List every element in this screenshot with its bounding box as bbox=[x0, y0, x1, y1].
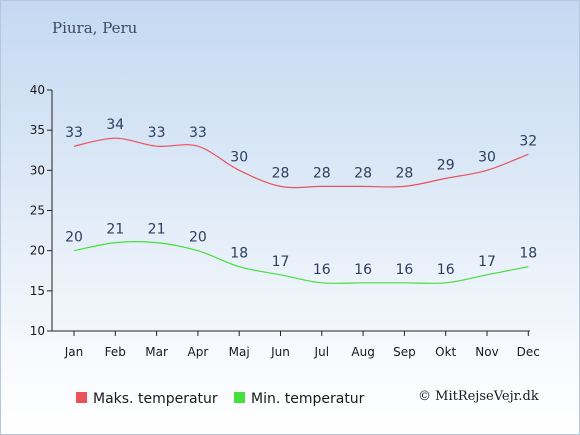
y-tick-label: 20 bbox=[30, 244, 45, 258]
data-label: 16 bbox=[354, 262, 372, 278]
x-tick-label: Mar bbox=[145, 345, 168, 359]
data-label: 30 bbox=[478, 149, 496, 165]
legend-swatch bbox=[76, 392, 87, 403]
copyright-notice: © MitRejseVejr.dk bbox=[418, 389, 539, 404]
data-label: 16 bbox=[395, 262, 413, 278]
x-tick-label: Apr bbox=[188, 345, 209, 359]
data-label: 16 bbox=[313, 262, 331, 278]
data-label: 30 bbox=[230, 149, 248, 165]
data-label: 17 bbox=[478, 254, 496, 270]
data-label: 20 bbox=[189, 230, 207, 246]
series-line-max bbox=[73, 137, 529, 189]
data-label: 21 bbox=[148, 222, 166, 238]
y-tick-label: 25 bbox=[30, 204, 45, 218]
data-label: 29 bbox=[437, 157, 455, 173]
x-tick-label: Jul bbox=[314, 345, 329, 359]
x-tick-label: Okt bbox=[435, 345, 456, 359]
data-label: 28 bbox=[272, 165, 290, 181]
data-label: 16 bbox=[437, 262, 455, 278]
series-line-min bbox=[73, 241, 529, 284]
x-tick-label: Aug bbox=[351, 345, 374, 359]
data-label: 33 bbox=[65, 125, 83, 141]
data-label: 34 bbox=[106, 117, 124, 133]
data-label: 21 bbox=[106, 222, 124, 238]
x-tick-label: Jun bbox=[270, 345, 290, 359]
data-label: 28 bbox=[395, 165, 413, 181]
x-tick-label: Nov bbox=[475, 345, 498, 359]
y-tick-label: 10 bbox=[30, 324, 45, 338]
data-label: 17 bbox=[272, 254, 290, 270]
legend-label: Min. temperatur bbox=[251, 391, 365, 407]
legend-swatch bbox=[234, 392, 245, 403]
y-tick-label: 40 bbox=[30, 83, 45, 97]
data-label: 18 bbox=[230, 246, 248, 262]
data-label: 20 bbox=[65, 230, 83, 246]
x-tick-label: Feb bbox=[105, 345, 126, 359]
x-tick-label: Maj bbox=[229, 345, 250, 359]
legend-label: Maks. temperatur bbox=[93, 391, 218, 407]
x-tick-label: Sep bbox=[393, 345, 416, 359]
y-tick-label: 30 bbox=[30, 163, 45, 177]
data-label: 28 bbox=[354, 165, 372, 181]
y-tick-label: 15 bbox=[30, 284, 45, 298]
y-tick-label: 35 bbox=[30, 123, 45, 137]
data-label: 18 bbox=[519, 246, 537, 262]
data-label: 33 bbox=[148, 125, 166, 141]
x-tick-label: Dec bbox=[517, 345, 540, 359]
data-label: 28 bbox=[313, 165, 331, 181]
data-label: 32 bbox=[519, 133, 537, 149]
chart-location-title: Piura, Peru bbox=[52, 19, 138, 37]
x-tick-label: Jan bbox=[64, 345, 84, 359]
data-label: 33 bbox=[189, 125, 207, 141]
